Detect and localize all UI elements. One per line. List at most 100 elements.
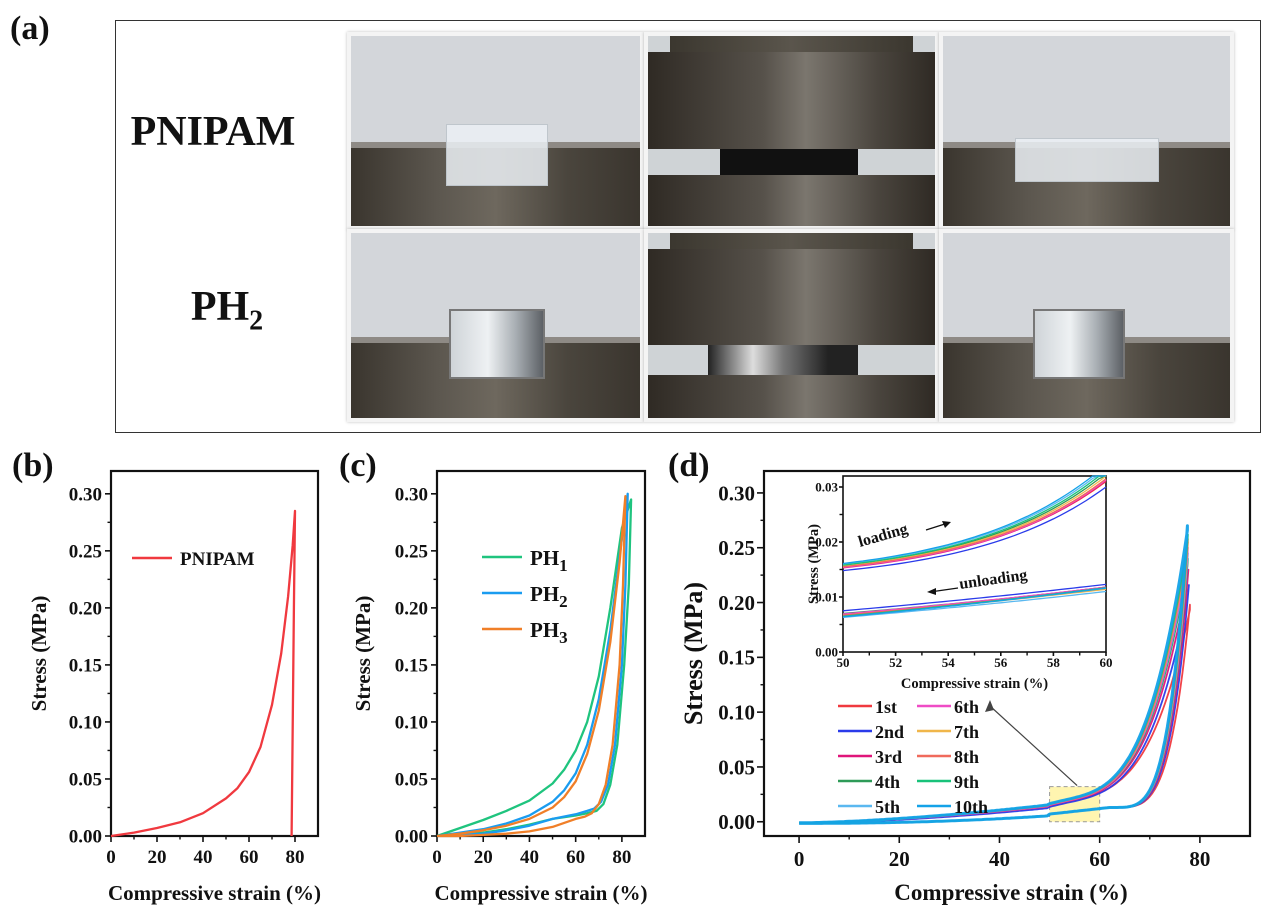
photo-pnipam-compressed	[644, 32, 939, 230]
plot-frame	[109, 469, 320, 838]
inset-unloading-6th	[842, 586, 1107, 615]
x-tick-label: 0	[106, 847, 116, 868]
photo-panel-frame: PNIPAM PH2	[115, 20, 1261, 433]
y-tick-label: 0.15	[69, 656, 102, 677]
inset-loading-4th	[842, 475, 1107, 567]
x-tick-label: 80	[612, 847, 631, 868]
x-tick-label: 0	[794, 847, 805, 871]
y-tick-label: 0.00	[395, 827, 428, 848]
y-tick-label: 0.20	[69, 599, 102, 620]
legend-label: 3rd	[875, 747, 902, 767]
legend-label: PH3	[530, 618, 568, 647]
y-axis-label: Stress (MPa)	[806, 524, 822, 604]
y-tick-label: 0.00	[69, 827, 102, 848]
legend-label: 4th	[875, 772, 900, 792]
inset-loading-8th	[842, 478, 1107, 568]
y-tick-label: 0.00	[815, 645, 838, 660]
panel-c-label: (c)	[339, 447, 377, 484]
series-line-ph2	[436, 492, 629, 838]
photo-ph2-original	[347, 229, 644, 422]
inset-unloading-2nd	[842, 583, 1107, 612]
panel-d-label: (d)	[668, 447, 710, 484]
row-label-ph2: PH2	[190, 284, 264, 337]
y-tick-label: 0.05	[395, 770, 428, 791]
x-axis-label: Compressive strain (%)	[434, 881, 647, 905]
panel-b-label: (b)	[12, 447, 54, 484]
loading-arrow-head	[942, 521, 951, 528]
legend-label: 8th	[954, 747, 979, 767]
legend-label: 7th	[954, 722, 979, 742]
y-tick-label: 0.15	[395, 656, 428, 677]
x-tick-label: 80	[1189, 847, 1210, 871]
y-tick-label: 0.25	[718, 536, 755, 560]
legend-label: 2nd	[875, 722, 904, 742]
x-axis-label: Compressive strain (%)	[108, 881, 321, 905]
x-axis-label: Compressive strain (%)	[901, 676, 1048, 692]
legend-label: 9th	[954, 772, 979, 792]
series-line-10th	[799, 524, 1189, 825]
inset-loading-9th	[842, 475, 1106, 566]
x-tick-label: 20	[148, 847, 167, 868]
legend-label: 1st	[875, 697, 897, 717]
series-line-pnipam	[110, 509, 297, 838]
x-tick-label: 60	[566, 847, 585, 868]
y-tick-label: 0.10	[69, 713, 102, 734]
x-axis-label: Compressive strain (%)	[894, 880, 1127, 905]
x-tick-label: 40	[194, 847, 213, 868]
y-tick-label: 0.25	[395, 541, 428, 562]
x-tick-label: 60	[1100, 655, 1113, 670]
x-tick-label: 80	[286, 847, 305, 868]
y-axis-label: Stress (MPa)	[679, 582, 708, 725]
unloading-arrow-head	[927, 588, 936, 595]
inset-loading-7th	[842, 475, 1107, 567]
y-tick-label: 0.10	[395, 713, 428, 734]
inset-unloading-5th	[842, 590, 1107, 619]
photo-pnipam-released	[939, 32, 1234, 230]
x-tick-label: 52	[889, 655, 902, 670]
legend-label: PH2	[530, 582, 568, 611]
y-axis-label: Stress (MPa)	[351, 596, 375, 712]
y-tick-label: 0.01	[815, 590, 838, 605]
y-tick-label: 0.25	[69, 541, 102, 562]
inset-loading-5th	[842, 475, 1106, 565]
y-tick-label: 0.02	[815, 535, 838, 550]
x-tick-label: 58	[1047, 655, 1061, 670]
photo-pnipam-original	[347, 32, 644, 230]
y-tick-label: 0.30	[395, 484, 428, 505]
zoom-arrow-head	[985, 700, 994, 712]
zoom-arrow-line	[989, 705, 1078, 787]
photo-ph2-compressed	[644, 229, 939, 422]
inset-unloading-10th	[842, 587, 1107, 618]
y-tick-label: 0.15	[718, 646, 755, 670]
y-tick-label: 0.05	[718, 755, 755, 779]
x-tick-label: 56	[994, 655, 1008, 670]
x-tick-label: 40	[989, 847, 1010, 871]
panel-a-label: (a)	[10, 10, 50, 47]
y-tick-label: 0.00	[718, 810, 755, 834]
legend-label: 6th	[954, 697, 979, 717]
y-tick-label: 0.03	[815, 480, 838, 495]
legend-label: PNIPAM	[180, 549, 255, 570]
x-tick-label: 20	[474, 847, 493, 868]
x-tick-label: 20	[889, 847, 910, 871]
legend-label: 5th	[875, 797, 900, 817]
y-tick-label: 0.30	[69, 484, 102, 505]
x-tick-label: 60	[1089, 847, 1110, 871]
series-line-ph3	[436, 494, 627, 838]
legend-label: PH1	[530, 546, 568, 575]
inset-loading-2nd	[842, 486, 1107, 572]
y-tick-label: 0.05	[69, 770, 102, 791]
x-tick-label: 50	[837, 655, 850, 670]
chart-b: (b) 0 20 40 60 80 0.00 0.05 0.10 0.15 0.20 0.25 0.30…	[12, 447, 321, 905]
y-tick-label: 0.20	[718, 591, 755, 615]
row-label-pnipam: PNIPAM	[130, 109, 296, 155]
y-tick-label: 0.30	[718, 481, 755, 505]
x-tick-label: 0	[432, 847, 442, 868]
y-tick-label: 0.20	[395, 599, 428, 620]
plot-frame	[435, 469, 647, 838]
y-tick-label: 0.10	[718, 700, 755, 724]
y-axis-label: Stress (MPa)	[27, 596, 51, 712]
x-tick-label: 54	[942, 655, 956, 670]
photo-ph2-released	[939, 229, 1234, 422]
